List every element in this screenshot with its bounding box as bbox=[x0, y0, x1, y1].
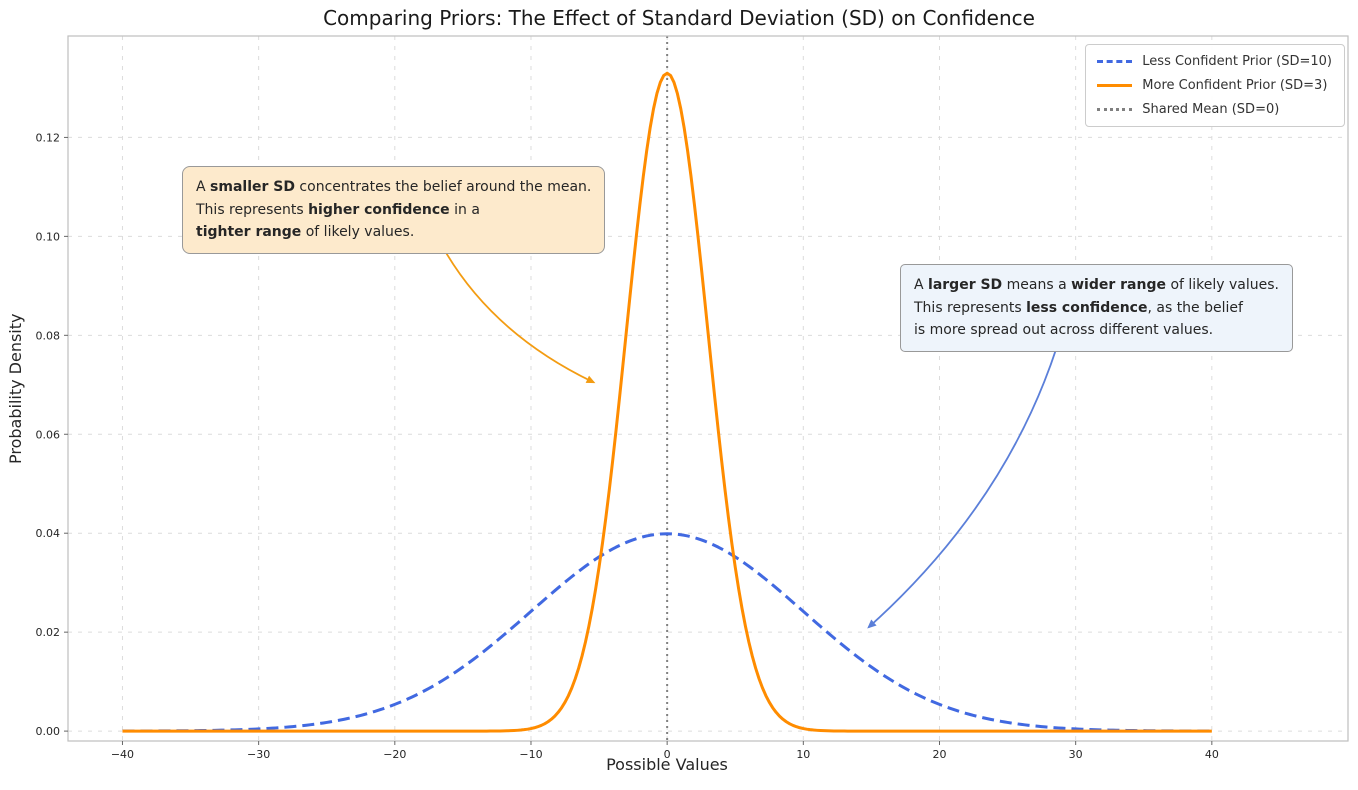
legend-item-less-confident: Less Confident Prior (SD=10) bbox=[1097, 54, 1332, 69]
legend-dotted-line-swatch bbox=[1097, 108, 1133, 111]
x-tick-label: −40 bbox=[111, 748, 134, 761]
grid-lines bbox=[68, 36, 1348, 741]
y-tick-label: 0.02 bbox=[36, 626, 61, 639]
x-tick-label: −10 bbox=[519, 748, 542, 761]
annotation-smaller-sd: A smaller SD concentrates the belief aro… bbox=[182, 166, 606, 255]
legend-solid-line-swatch bbox=[1097, 84, 1133, 87]
legend-item-more-confident: More Confident Prior (SD=3) bbox=[1097, 78, 1332, 93]
x-tick-label: −20 bbox=[383, 748, 406, 761]
x-tick-label: 20 bbox=[932, 748, 946, 761]
x-axis-label: Possible Values bbox=[606, 755, 728, 774]
x-tick-label: 0 bbox=[664, 748, 671, 761]
y-tick-label: 0.06 bbox=[36, 428, 61, 441]
x-tick-label: 30 bbox=[1069, 748, 1083, 761]
tick-marks bbox=[64, 136, 1213, 745]
x-tick-label: −30 bbox=[247, 748, 270, 761]
series-line-1 bbox=[122, 71, 1212, 733]
legend-dashed-line-swatch bbox=[1097, 60, 1133, 63]
chart-title: Comparing Priors: The Effect of Standard… bbox=[323, 6, 1035, 30]
legend-item-shared-mean: Shared Mean (SD=0) bbox=[1097, 102, 1332, 117]
y-tick-label: 0.04 bbox=[36, 527, 61, 540]
annotation-arrow-smaller-sd bbox=[445, 253, 596, 384]
y-axis-label: Probability Density bbox=[6, 313, 25, 464]
y-tick-label: 0.10 bbox=[36, 230, 61, 243]
legend-label: Less Confident Prior (SD=10) bbox=[1142, 54, 1332, 69]
series-line-0 bbox=[122, 532, 1212, 733]
legend-label: More Confident Prior (SD=3) bbox=[1142, 78, 1328, 93]
x-tick-label: 40 bbox=[1205, 748, 1219, 761]
x-tick-label: 10 bbox=[796, 748, 810, 761]
annotation-arrow-larger-sd bbox=[867, 347, 1058, 629]
axes-frame bbox=[67, 35, 1349, 742]
legend: Less Confident Prior (SD=10) More Confid… bbox=[1085, 44, 1345, 127]
annotation-larger-sd: A larger SD means a wider range of likel… bbox=[900, 264, 1294, 353]
y-tick-label: 0.12 bbox=[36, 131, 61, 144]
legend-label: Shared Mean (SD=0) bbox=[1142, 102, 1280, 117]
y-tick-label: 0.08 bbox=[36, 329, 61, 342]
y-tick-label: 0.00 bbox=[36, 725, 61, 738]
